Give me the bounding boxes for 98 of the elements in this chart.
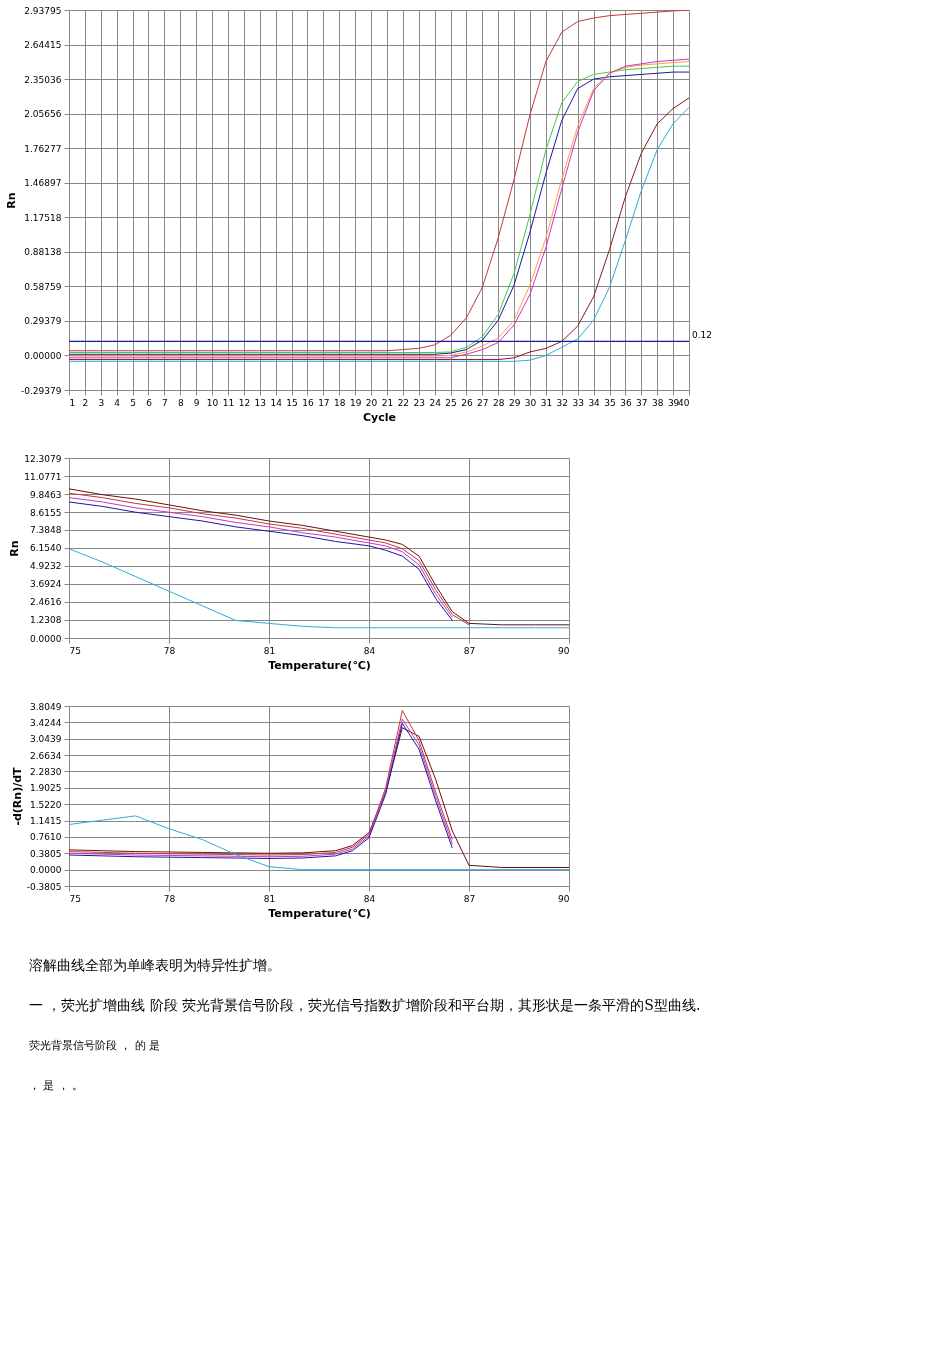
x-tick-label: 84	[363, 893, 376, 904]
y-tick-label: 4.9232	[30, 561, 62, 572]
x-tick-label: 12	[238, 397, 251, 408]
x-tick-label: 23	[413, 397, 425, 408]
x-tick-label: 31	[540, 397, 553, 408]
x-tick-label: 10	[206, 397, 219, 408]
ref-line-label: 0.12	[692, 330, 713, 341]
y-tick-label: 6.1540	[30, 543, 62, 554]
y-tick-label: 0.29379	[24, 316, 62, 327]
y-tick-label: 0.3805	[30, 848, 62, 859]
x-tick-label: 33	[572, 397, 584, 408]
y-tick-label: 1.76277	[24, 143, 62, 154]
x-tick-label: 11	[222, 397, 235, 408]
x-tick-label: 30	[524, 397, 537, 408]
y-tick-label: 0.0000	[30, 633, 62, 644]
y-tick-label: 2.64415	[24, 40, 62, 51]
y-tick-label: 0.0000	[30, 865, 62, 876]
x-tick-label: 87	[463, 645, 476, 656]
x-tick-label: 78	[163, 893, 176, 904]
y-tick-label: 3.6924	[30, 579, 62, 590]
x-tick-label: 36	[620, 397, 632, 408]
y-tick-label: 0.58759	[24, 281, 62, 292]
y-tick-label: 1.17518	[24, 212, 62, 223]
x-tick-label: 1	[69, 397, 76, 408]
y-tick-label: -0.3805	[26, 881, 62, 892]
x-tick-label: 2	[82, 397, 89, 408]
x-tick-label: 27	[477, 397, 489, 408]
x-tick-label: 25	[445, 397, 457, 408]
x-tick-label: 22	[397, 397, 410, 408]
x-tick-label: 35	[604, 397, 616, 408]
y-tick-label: 0.00000	[24, 350, 62, 361]
x-axis-title: Temperature(℃)	[268, 906, 371, 920]
x-tick-label: 87	[463, 893, 476, 904]
x-tick-label: 9	[193, 397, 200, 408]
y-tick-label: 1.1415	[30, 816, 62, 827]
y-axis-title: Rn	[5, 192, 19, 209]
x-tick-label: 19	[349, 397, 362, 408]
x-tick-label: 20	[365, 397, 378, 408]
x-tick-label: 21	[381, 397, 394, 408]
x-tick-label: 28	[493, 397, 505, 408]
y-tick-label: 1.46897	[24, 178, 62, 189]
x-axis-title: Temperature(℃)	[268, 658, 371, 672]
x-tick-label: 3	[98, 397, 105, 408]
x-tick-label: 17	[318, 397, 330, 408]
y-axis-title: -d(Rn)/dT	[10, 766, 24, 826]
y-tick-label: -0.29379	[21, 385, 62, 396]
y-tick-label: 1.5220	[30, 799, 62, 810]
x-tick-label: 78	[163, 645, 176, 656]
y-tick-label: 9.8463	[30, 489, 62, 500]
x-tick-label: 15	[286, 397, 298, 408]
x-tick-label: 5	[130, 397, 136, 408]
text: 荧光背景信号阶段 ， 的 是	[29, 1039, 161, 1052]
x-tick-label: 24	[429, 397, 442, 408]
y-tick-label: 3.0439	[30, 734, 62, 745]
x-tick-label: 6	[146, 397, 153, 408]
y-tick-label: 3.8049	[30, 701, 62, 712]
x-tick-label: 39	[667, 397, 680, 408]
y-tick-label: 2.93795	[24, 5, 62, 16]
y-tick-label: 12.3079	[24, 453, 62, 464]
x-tick-label: 81	[263, 645, 276, 656]
x-tick-label: 13	[254, 397, 266, 408]
x-tick-label: 14	[270, 397, 283, 408]
y-tick-label: 7.3848	[30, 525, 62, 536]
y-tick-label: 8.6155	[30, 507, 62, 518]
x-tick-label: 81	[263, 893, 276, 904]
y-tick-label: 1.9025	[30, 783, 62, 794]
x-tick-label: 34	[588, 397, 601, 408]
x-tick-label: 38	[651, 397, 664, 408]
x-tick-label: 8	[177, 397, 184, 408]
text: 溶解曲线全部为单峰表明为特异性扩增。	[29, 957, 281, 973]
x-tick-label: 32	[556, 397, 569, 408]
y-tick-label: 2.35036	[24, 74, 62, 85]
y-tick-label: 2.05656	[24, 109, 62, 120]
y-tick-label: 2.2830	[30, 766, 62, 777]
y-tick-label: 0.7610	[30, 832, 62, 843]
x-tick-label: 84	[363, 645, 376, 656]
y-tick-label: 11.0771	[24, 471, 62, 482]
y-tick-label: 0.88138	[24, 247, 62, 258]
text: 一 ，荧光扩增曲线 阶段 荧光背景信号阶段，荧光信号指数扩增阶段和平台期，其形状是一条平滑的S型曲线.	[29, 997, 701, 1013]
x-tick-label: 7	[162, 397, 168, 408]
x-tick-label: 90	[558, 893, 570, 904]
y-tick-label: 3.4244	[30, 717, 62, 728]
x-tick-label: 90	[558, 645, 570, 656]
x-tick-label: 75	[69, 645, 81, 656]
text: ， 是 ， 。	[29, 1079, 84, 1092]
x-tick-label: 29	[508, 397, 521, 408]
x-tick-label: 4	[114, 397, 121, 408]
y-axis-title: Rn	[8, 540, 22, 557]
y-tick-label: 2.6634	[30, 750, 62, 761]
x-tick-label: 40	[678, 397, 690, 408]
x-tick-label: 37	[636, 397, 648, 408]
x-axis-title: Cycle	[363, 410, 396, 424]
x-tick-label: 16	[302, 397, 314, 408]
x-tick-label: 26	[461, 397, 473, 408]
x-tick-label: 18	[334, 397, 346, 408]
y-tick-label: 1.2308	[30, 615, 62, 626]
x-tick-label: 75	[69, 893, 81, 904]
y-tick-label: 2.4616	[30, 597, 62, 608]
